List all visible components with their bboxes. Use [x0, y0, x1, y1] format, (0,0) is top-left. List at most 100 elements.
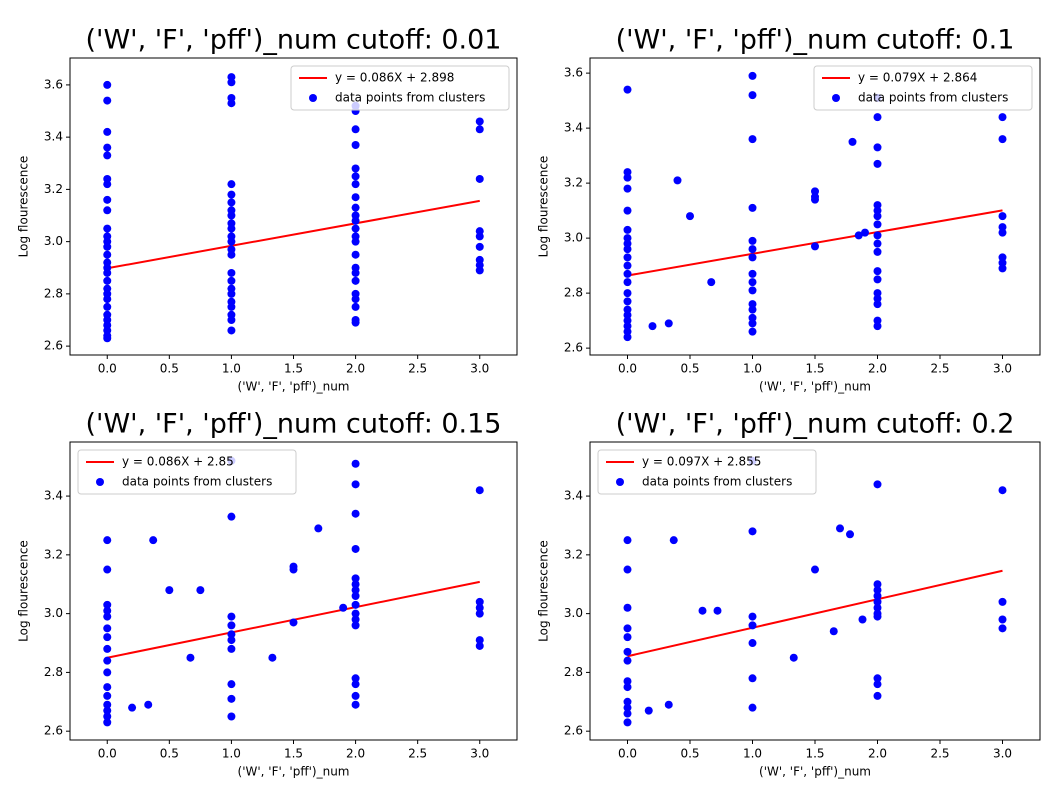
data-point: [873, 591, 882, 600]
data-point: [811, 187, 819, 196]
data-point: [475, 486, 484, 495]
data-point: [873, 580, 882, 589]
data-point: [873, 322, 882, 331]
data-point: [998, 228, 1007, 237]
data-point: [103, 691, 112, 700]
data-point: [351, 615, 360, 624]
legend-label: y = 0.079X + 2.864: [858, 71, 977, 85]
data-point: [351, 459, 360, 468]
data-point: [103, 712, 112, 721]
y-tick-label: 3.0: [564, 231, 583, 245]
data-point: [227, 190, 236, 199]
data-point: [623, 677, 632, 686]
data-point: [748, 236, 757, 245]
data-point: [748, 703, 757, 712]
data-point: [873, 480, 882, 489]
data-point: [748, 305, 757, 314]
data-point: [623, 206, 632, 215]
x-axis-label: ('W', 'F', 'pff')_num: [238, 765, 350, 779]
data-point: [268, 653, 277, 662]
data-point: [861, 228, 869, 237]
data-point: [351, 700, 360, 709]
fit-line: [107, 199, 480, 270]
data-point: [103, 151, 112, 160]
data-point: [186, 653, 195, 662]
data-point: [103, 295, 112, 304]
data-point: [748, 319, 757, 328]
data-point: [351, 509, 360, 518]
data-point: [748, 91, 757, 100]
data-point: [227, 289, 236, 298]
data-point: [623, 173, 632, 182]
data-point: [103, 80, 112, 89]
y-tick-label: 3.6: [44, 77, 63, 91]
data-point: [103, 683, 112, 692]
data-point: [873, 289, 882, 298]
data-point: [829, 627, 838, 636]
data-point: [748, 286, 757, 295]
y-tick-label: 3.4: [44, 130, 63, 144]
x-axis-label: ('W', 'F', 'pff')_num: [759, 765, 871, 779]
data-point: [351, 574, 360, 583]
data-point: [623, 683, 632, 692]
axes-frame: [589, 57, 1041, 356]
data-point: [748, 674, 757, 683]
data-point: [623, 656, 632, 665]
data-point: [748, 300, 757, 309]
data-point: [103, 644, 112, 653]
y-tick-label: 2.8: [44, 665, 63, 679]
data-point: [227, 315, 236, 324]
data-point: [227, 512, 236, 521]
y-axis-label: Log flourescence: [17, 156, 31, 258]
data-point: [351, 600, 360, 609]
y-tick-label: 3.0: [564, 606, 583, 620]
y-axis-label: Log flourescence: [17, 540, 31, 642]
data-point: [748, 527, 757, 536]
data-point: [623, 261, 632, 270]
data-point: [873, 275, 882, 284]
data-point: [227, 99, 236, 108]
legend-label: y = 0.086X + 2.85: [122, 455, 234, 469]
data-point: [748, 278, 757, 287]
y-tick-label: 2.6: [44, 339, 63, 353]
x-tick-label: 0.0: [618, 362, 637, 376]
data-point: [351, 480, 360, 489]
data-point: [351, 609, 360, 618]
data-point: [227, 612, 236, 621]
data-point: [998, 223, 1007, 232]
axes-frame: [69, 57, 518, 356]
x-tick-label: 2.5: [408, 747, 427, 761]
data-point: [873, 597, 882, 606]
data-point: [623, 536, 632, 545]
data-point: [144, 700, 153, 709]
x-axis-label: ('W', 'F', 'pff')_num: [759, 380, 871, 394]
data-point: [351, 172, 360, 181]
data-point: [103, 276, 112, 285]
data-point: [103, 718, 112, 727]
data-point: [623, 333, 632, 342]
data-point: [103, 536, 112, 545]
data-point: [351, 580, 360, 589]
data-point: [339, 603, 348, 612]
data-point: [475, 636, 484, 645]
subplot-title: ('W', 'F', 'pff')_num cutoff: 0.2: [616, 409, 1015, 440]
data-point: [748, 253, 757, 262]
data-point: [748, 71, 757, 80]
data-point: [351, 586, 360, 595]
data-point: [998, 113, 1007, 122]
data-point: [351, 591, 360, 600]
data-point: [998, 135, 1007, 144]
data-point: [998, 597, 1007, 606]
data-point: [873, 113, 882, 122]
data-point: [227, 302, 236, 311]
data-point: [623, 703, 632, 712]
data-point: [351, 680, 360, 689]
data-point: [998, 486, 1007, 495]
data-point: [227, 712, 236, 721]
data-point: [227, 636, 236, 645]
data-point: [103, 242, 112, 251]
y-tick-label: 2.8: [44, 286, 63, 300]
data-point: [748, 612, 757, 621]
data-point: [998, 615, 1007, 624]
data-point: [873, 267, 882, 276]
